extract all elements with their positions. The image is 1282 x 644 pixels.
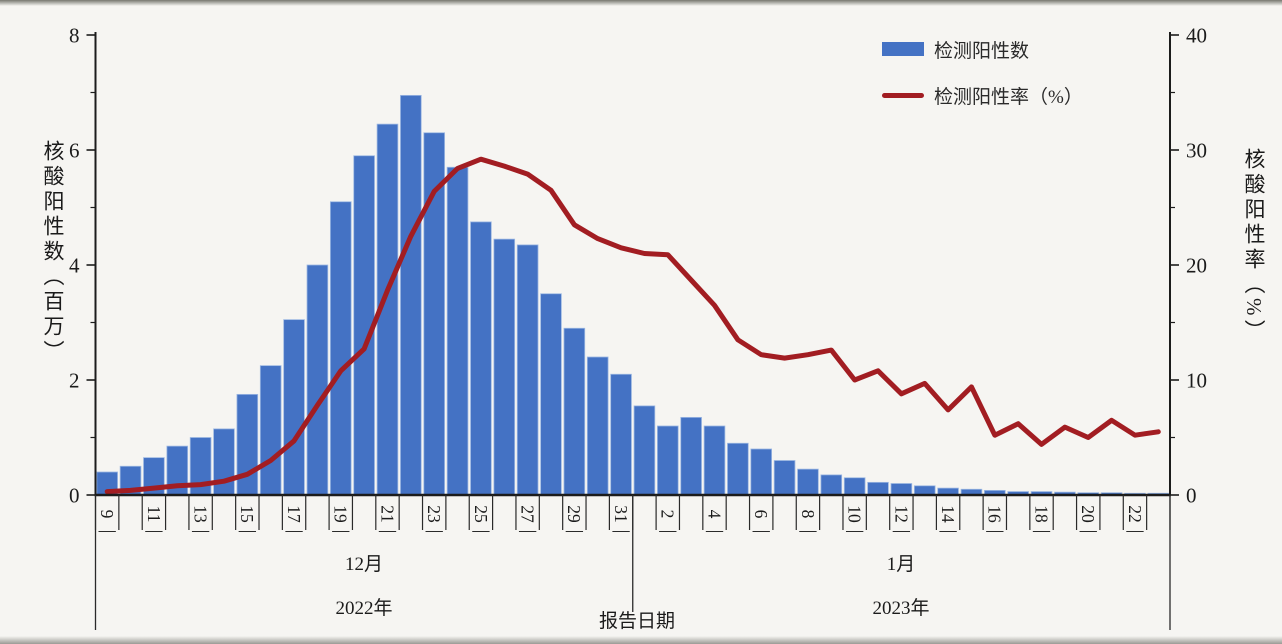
x-axis-day-label: 25: [471, 505, 491, 523]
bar: [913, 485, 936, 496]
right-axis-title: 核酸阳性率（%）: [1242, 148, 1266, 345]
right-axis-tick-label: 0: [1186, 483, 1197, 507]
x-axis-day-label: 21: [377, 505, 397, 523]
bar: [610, 373, 632, 496]
x-axis-day-label: 20: [1078, 505, 1098, 523]
bar: [213, 428, 235, 496]
bar: [843, 477, 866, 496]
bar: [820, 474, 843, 496]
left-axis-title: 核酸阳性数（百万）: [41, 140, 65, 365]
rate-line: [104, 156, 1161, 495]
left-axis-tick-label: 6: [69, 138, 80, 162]
bar: [259, 365, 282, 496]
bar: [727, 442, 749, 496]
year-label-2022: 2022年: [335, 598, 393, 619]
bar: [633, 405, 656, 496]
x-axis-day-label: 18: [1031, 505, 1051, 523]
bar: [563, 327, 586, 496]
bar: [797, 468, 819, 496]
bar: [400, 94, 422, 496]
x-axis-day-label: 16: [985, 505, 1005, 523]
bar: [773, 460, 796, 496]
x-axis-day-label: 15: [237, 505, 257, 523]
left-axis-tick-label: 8: [69, 23, 80, 47]
legend-label-bars: 检测阳性数: [934, 40, 1030, 62]
x-axis-day-label: 27: [518, 505, 538, 523]
right-axis-tick-label: 20: [1186, 253, 1207, 277]
bar: [470, 221, 492, 496]
bar-series: [96, 94, 1170, 496]
month-label-january: 1月: [886, 554, 916, 575]
x-axis-day-label: 8: [798, 510, 818, 519]
frame-bottom-edge: [0, 636, 1282, 644]
x-axis-day-label: 2: [658, 510, 678, 519]
bar: [236, 393, 259, 496]
bar: [540, 293, 562, 496]
bar: [283, 319, 305, 496]
bar: [446, 166, 469, 496]
month-label-december: 12月: [344, 554, 384, 575]
x-axis-day-labels: 9 11 13 15 17 19 21 23 25 27 29 31 2 4 6 8 10 12 14 16 18 20 2…: [97, 505, 1145, 533]
bar: [493, 238, 516, 496]
x-axis-day-label: 13: [190, 505, 210, 523]
right-axis-tick-label: 10: [1186, 368, 1207, 392]
bar: [657, 425, 679, 496]
bar: [516, 244, 539, 496]
x-axis-day-label: 31: [611, 505, 631, 523]
x-axis-day-label: 6: [751, 510, 771, 519]
axes: 0 2 4 6 8 0 10 20 30 40: [69, 23, 1207, 630]
bar: [306, 264, 329, 496]
left-axis-tick-label: 2: [69, 368, 80, 392]
legend: 检测阳性数 检测阳性率（%）: [882, 36, 1083, 128]
x-axis-day-label: 14: [938, 505, 958, 523]
left-axis-tick-label: 4: [69, 253, 80, 277]
x-axis-day-label: 10: [845, 505, 865, 523]
x-axis-day-label: 11: [144, 506, 164, 523]
x-axis-day-label: 4: [704, 510, 724, 519]
line-series-swatch: [882, 92, 924, 98]
year-label-2023: 2023年: [872, 598, 930, 619]
frame-top-edge: [0, 0, 1282, 6]
bar: [867, 481, 889, 496]
x-axis-title: 报告日期: [598, 611, 676, 632]
bar: [680, 416, 702, 496]
x-axis-day-label: 23: [424, 505, 444, 523]
x-axis-day-label: 22: [1125, 505, 1145, 523]
right-axis-tick-label: 30: [1186, 138, 1207, 162]
bar: [586, 356, 609, 496]
legend-item-line: 检测阳性率（%）: [882, 82, 1083, 108]
right-axis-tick-label: 40: [1186, 23, 1207, 47]
left-axis-tick-label: 0: [69, 483, 80, 507]
bar: [703, 425, 726, 496]
x-axis-day-label: 9: [97, 510, 117, 519]
x-axis-day-label: 17: [284, 505, 304, 523]
x-axis-day-label: 29: [564, 505, 584, 523]
x-axis-day-label: 19: [331, 505, 351, 523]
legend-item-bars: 检测阳性数: [882, 36, 1083, 62]
bar: [890, 483, 913, 496]
bar: [329, 201, 352, 496]
x-axis-day-label: 12: [891, 505, 911, 523]
bar-series-swatch: [882, 42, 924, 56]
bar: [750, 448, 773, 496]
legend-label-line: 检测阳性率（%）: [934, 86, 1083, 108]
line-series: [104, 156, 1161, 495]
